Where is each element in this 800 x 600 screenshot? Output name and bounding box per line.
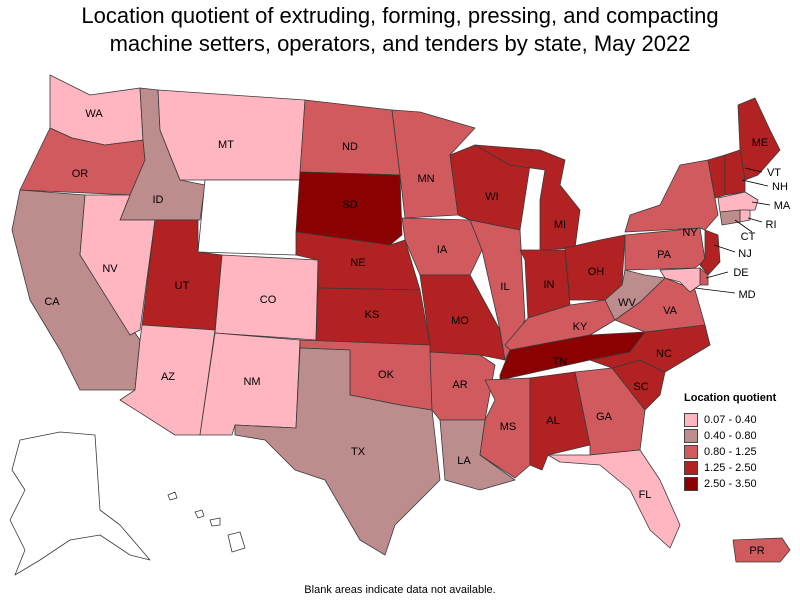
state-TX[interactable] xyxy=(234,347,441,556)
label-AZ: AZ xyxy=(161,371,175,383)
label-VA: VA xyxy=(663,305,678,317)
label-WA: WA xyxy=(85,108,103,120)
label-TN: TN xyxy=(553,356,568,368)
state-NH[interactable] xyxy=(724,149,746,196)
state-NC[interactable] xyxy=(589,324,711,373)
label-MA: MA xyxy=(774,200,791,212)
label-MD: MD xyxy=(738,289,755,301)
label-GA: GA xyxy=(596,411,613,423)
label-AR: AR xyxy=(452,379,467,391)
map-title: Location quotient of extruding, forming,… xyxy=(0,2,800,58)
legend-label: 0.80 - 1.25 xyxy=(704,446,757,458)
footnote: Blank areas indicate data not available. xyxy=(304,584,496,596)
state-AK[interactable] xyxy=(9,431,151,576)
label-CT: CT xyxy=(741,231,756,243)
label-SC: SC xyxy=(633,381,648,393)
state-MD[interactable] xyxy=(659,267,701,293)
label-WI: WI xyxy=(485,191,498,203)
label-ND: ND xyxy=(342,141,358,153)
label-PA: PA xyxy=(657,249,672,261)
state-HI[interactable] xyxy=(167,491,246,553)
legend-item: 2.50 - 3.50 xyxy=(684,476,794,492)
title-line-2: machine setters, operators, and tenders … xyxy=(109,31,691,56)
label-KY: KY xyxy=(573,321,588,333)
legend-swatch-4 xyxy=(684,461,698,475)
label-FL: FL xyxy=(639,489,652,501)
legend-item: 0.07 - 0.40 xyxy=(684,412,794,428)
label-TX: TX xyxy=(351,446,366,458)
legend-swatch-2 xyxy=(684,429,698,443)
label-DE: DE xyxy=(733,267,748,279)
legend-label: 0.40 - 0.80 xyxy=(704,430,757,442)
label-ME: ME xyxy=(752,137,769,149)
state-NY[interactable] xyxy=(624,159,719,233)
state-SD[interactable] xyxy=(295,171,403,246)
label-IL: IL xyxy=(500,281,509,293)
label-SD: SD xyxy=(342,199,357,211)
label-KS: KS xyxy=(365,309,380,321)
label-NY: NY xyxy=(682,227,698,239)
state-labels: WA OR CA ID NV MT UT AZ CO NM ND SD NE K… xyxy=(44,108,791,557)
state-WY[interactable] xyxy=(197,179,301,256)
state-PR[interactable] xyxy=(732,537,791,563)
label-NE: NE xyxy=(350,257,365,269)
legend-item: 1.25 - 2.50 xyxy=(684,460,794,476)
state-IL[interactable] xyxy=(469,219,526,361)
label-OH: OH xyxy=(588,266,605,278)
label-NH: NH xyxy=(772,181,788,193)
label-NM: NM xyxy=(243,376,260,388)
state-CT[interactable] xyxy=(719,209,741,226)
label-NC: NC xyxy=(656,348,672,360)
label-CO: CO xyxy=(260,294,277,306)
label-IN: IN xyxy=(544,279,555,291)
legend-title: Location quotient xyxy=(684,392,777,404)
state-NV[interactable] xyxy=(79,194,156,336)
legend-label: 2.50 - 3.50 xyxy=(704,478,757,490)
label-AL: AL xyxy=(546,415,559,427)
label-MT: MT xyxy=(218,139,234,151)
state-MA[interactable] xyxy=(717,191,759,213)
state-WV[interactable] xyxy=(604,269,666,321)
legend-swatch-3 xyxy=(684,445,698,459)
title-line-1: Location quotient of extruding, forming,… xyxy=(81,3,719,28)
state-MT[interactable] xyxy=(157,89,306,181)
label-LA: LA xyxy=(457,455,471,467)
state-FL[interactable] xyxy=(547,449,681,549)
leader-lines xyxy=(694,167,771,294)
label-OK: OK xyxy=(378,369,395,381)
label-CA: CA xyxy=(44,296,60,308)
label-WV: WV xyxy=(618,297,636,309)
label-UT: UT xyxy=(175,280,190,292)
legend-swatch-5 xyxy=(684,477,698,491)
map-legend: Location quotient 0.07 - 0.40 0.40 - 0.8… xyxy=(684,392,794,492)
legend-label: 0.07 - 0.40 xyxy=(704,414,757,426)
label-VT: VT xyxy=(767,167,781,179)
legend-label: 1.25 - 2.50 xyxy=(704,462,757,474)
label-MS: MS xyxy=(500,421,517,433)
label-NV: NV xyxy=(102,263,118,275)
state-RI[interactable] xyxy=(739,209,751,223)
legend-item: 0.80 - 1.25 xyxy=(684,444,794,460)
label-RI: RI xyxy=(766,219,777,231)
legend-swatch-1 xyxy=(684,413,698,427)
label-ID: ID xyxy=(153,194,164,206)
label-NJ: NJ xyxy=(738,248,751,260)
legend-item: 0.40 - 0.80 xyxy=(684,428,794,444)
state-PA[interactable] xyxy=(624,227,706,271)
state-MO[interactable] xyxy=(419,274,506,361)
label-IA: IA xyxy=(437,244,448,256)
label-OR: OR xyxy=(72,168,89,180)
label-MO: MO xyxy=(451,315,469,327)
label-MI: MI xyxy=(554,219,566,231)
state-ND[interactable] xyxy=(299,99,401,176)
label-MN: MN xyxy=(417,173,434,185)
label-PR: PR xyxy=(749,545,764,557)
